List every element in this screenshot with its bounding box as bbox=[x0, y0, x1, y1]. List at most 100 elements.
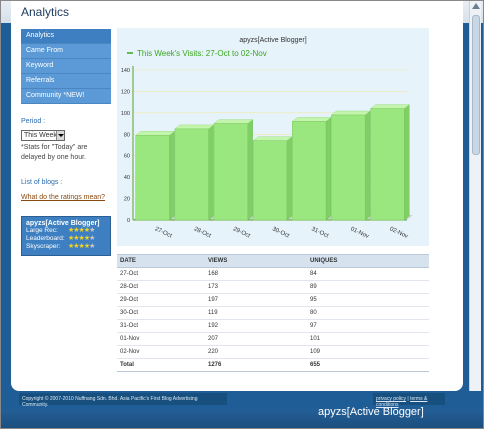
x-tick-label: 01-Nov bbox=[349, 226, 369, 240]
cell-date: 27-Oct bbox=[120, 271, 139, 277]
background-band bbox=[1, 409, 483, 428]
page-title: Analytics bbox=[21, 5, 70, 19]
rating-label: Skyscraper: bbox=[26, 243, 61, 250]
bar-top bbox=[252, 136, 293, 141]
x-tick-label: 30-Oct bbox=[271, 226, 290, 239]
rating-label: Large Rec: bbox=[26, 227, 58, 234]
cell-date: 01-Nov bbox=[120, 336, 140, 342]
rating-label: Leaderboard: bbox=[26, 235, 65, 242]
star-rating-icon: ★★★★★ bbox=[68, 227, 95, 234]
x-tick-label: 31-Oct bbox=[310, 226, 329, 239]
table-row: 01-Nov 207 101 bbox=[117, 333, 429, 346]
bar-side bbox=[247, 119, 253, 221]
table-row: 29-Oct 197 95 bbox=[117, 294, 429, 307]
cell-views: 207 bbox=[208, 336, 219, 342]
cell-views: 168 bbox=[208, 271, 219, 277]
rating-row: Skyscraper: ★★★★★ bbox=[26, 243, 106, 251]
nav-item-community[interactable]: Community *NEW! bbox=[21, 89, 111, 104]
bar bbox=[135, 135, 170, 221]
period-label: Period : bbox=[21, 118, 46, 125]
y-tick-label: 60 bbox=[124, 154, 130, 160]
bar-top bbox=[174, 124, 215, 130]
blog-name: apyzs[Active Blogger] bbox=[26, 220, 100, 227]
nav-item-analytics[interactable]: Analytics bbox=[21, 29, 111, 44]
col-uniques-header: UNIQUES bbox=[310, 258, 338, 264]
bar-side bbox=[286, 136, 293, 221]
star-rating-icon: ★★★★★ bbox=[68, 243, 95, 250]
cell-uniques: 101 bbox=[310, 336, 321, 342]
cell-views: 173 bbox=[208, 284, 219, 290]
ratings-help-link[interactable]: What do the ratings mean? bbox=[21, 194, 106, 201]
nav-item-referrals[interactable]: Referrals bbox=[21, 74, 111, 89]
table-row: 30-Oct 119 80 bbox=[117, 307, 429, 320]
legend-label: This Week's Visits: 27-Oct to 02-Nov bbox=[137, 49, 267, 58]
cell-uniques: 95 bbox=[310, 297, 317, 303]
chevron-down-icon[interactable] bbox=[56, 131, 64, 140]
bar-top bbox=[135, 131, 175, 136]
bar-side bbox=[364, 110, 371, 221]
stats-table: DATE VIEWS UNIQUES 27-Oct 168 84 28-Oct … bbox=[117, 254, 429, 372]
terms-link[interactable]: terms & conditions bbox=[376, 396, 428, 408]
sidebar-nav: Analytics Came From Keyword Referrals Co… bbox=[21, 29, 111, 104]
bar-top bbox=[330, 110, 371, 116]
bar-top bbox=[291, 117, 332, 122]
x-tick-label: 29-Oct bbox=[232, 226, 251, 239]
table-header: DATE VIEWS UNIQUES bbox=[117, 254, 429, 268]
bar bbox=[292, 121, 327, 221]
rating-row: Large Rec: ★★★★★ bbox=[26, 227, 106, 235]
cell-date: 30-Oct bbox=[120, 310, 139, 316]
y-tick-label: 40 bbox=[124, 175, 130, 181]
period-select-value: This Week bbox=[24, 132, 57, 139]
cell-uniques: 89 bbox=[310, 284, 317, 290]
image-caption: apyzs[Active Blogger] bbox=[318, 406, 424, 418]
y-tick-label: 80 bbox=[124, 132, 130, 138]
footer-copyright: Copyright © 2007-2010 Nuffnang Sdn. Bhd.… bbox=[19, 393, 227, 408]
bar bbox=[370, 108, 405, 221]
x-tick-label: 02-Nov bbox=[389, 226, 409, 240]
cell-uniques: 109 bbox=[310, 349, 321, 355]
cell-date: 28-Oct bbox=[120, 284, 139, 290]
star-rating-icon: ★★★★★ bbox=[68, 235, 95, 242]
col-date-header: DATE bbox=[120, 258, 136, 264]
bar-top bbox=[370, 104, 410, 109]
cell-views: 197 bbox=[208, 297, 219, 303]
cell-date: 29-Oct bbox=[120, 297, 139, 303]
col-views-header: VIEWS bbox=[208, 258, 228, 264]
cell-total-views: 1276 bbox=[208, 362, 222, 368]
bar-side bbox=[404, 104, 410, 221]
period-select[interactable]: This Week bbox=[21, 130, 65, 141]
y-tick-label: 20 bbox=[124, 197, 130, 203]
table-row: 31-Oct 192 97 bbox=[117, 320, 429, 333]
table-row: 02-Nov 220 109 bbox=[117, 346, 429, 359]
footer-links: privacy policy | terms & conditions bbox=[373, 393, 445, 408]
list-of-blogs-label: List of blogs : bbox=[21, 179, 63, 186]
scroll-up-icon[interactable] bbox=[472, 3, 480, 9]
bar-side bbox=[325, 117, 332, 221]
cell-uniques: 80 bbox=[310, 310, 317, 316]
bar bbox=[252, 140, 288, 221]
nav-item-came-from[interactable]: Came From bbox=[21, 44, 111, 59]
nav-item-keyword[interactable]: Keyword bbox=[21, 59, 111, 74]
visits-chart-container: apyzs[Active Blogger] This Week's Visits:… bbox=[117, 28, 429, 246]
y-tick-label: 120 bbox=[121, 89, 130, 95]
scrollbar-thumb[interactable] bbox=[472, 15, 480, 155]
vertical-scrollbar[interactable] bbox=[469, 1, 481, 391]
cell-total-label: Total bbox=[120, 362, 134, 368]
privacy-policy-link[interactable]: privacy policy bbox=[376, 396, 407, 402]
table-total-row: Total 1276 655 bbox=[117, 359, 429, 372]
y-tick-label: 0 bbox=[127, 218, 130, 224]
table-row: 28-Oct 173 89 bbox=[117, 281, 429, 294]
cell-views: 192 bbox=[208, 323, 219, 329]
bar-side bbox=[208, 124, 214, 221]
cell-views: 220 bbox=[208, 349, 219, 355]
cell-uniques: 97 bbox=[310, 323, 317, 329]
cell-uniques: 84 bbox=[310, 271, 317, 277]
blog-ratings-box: apyzs[Active Blogger] Large Rec: ★★★★★ L… bbox=[21, 216, 111, 256]
rating-row: Leaderboard: ★★★★★ bbox=[26, 235, 106, 243]
visits-chart: apyzs[Active Blogger] This Week's Visits:… bbox=[121, 37, 413, 240]
x-tick-label: 27-Oct bbox=[154, 226, 173, 239]
bar-top bbox=[213, 119, 254, 124]
bar bbox=[331, 114, 366, 221]
y-tick-label: 140 bbox=[121, 68, 130, 74]
